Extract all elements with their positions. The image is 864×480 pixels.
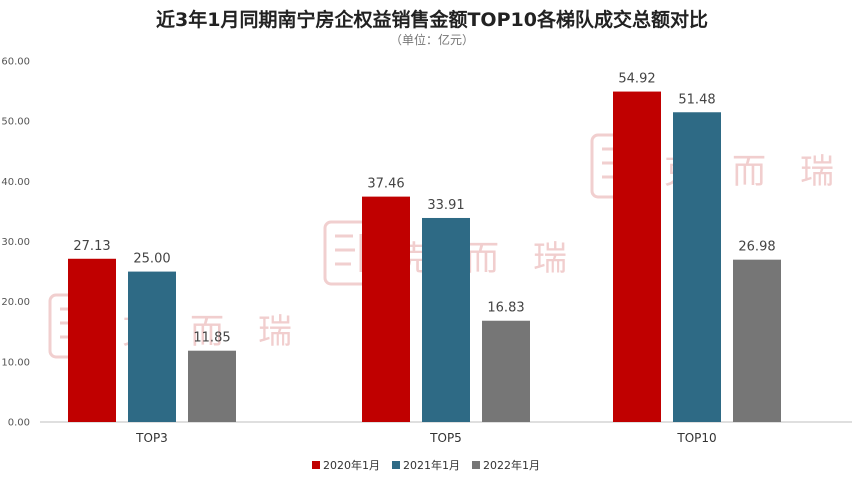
chart-title: 近3年1月同期南宁房企权益销售金额TOP10各梯队成交总额对比 bbox=[156, 8, 708, 31]
data-label: 37.46 bbox=[367, 177, 404, 192]
bar bbox=[482, 320, 530, 422]
category-labels-group: TOP3 TOP5 TOP10 bbox=[135, 431, 716, 445]
data-label: 51.48 bbox=[678, 92, 715, 107]
legend-swatch bbox=[472, 461, 480, 469]
bar bbox=[68, 258, 116, 422]
bar bbox=[422, 217, 470, 422]
chart-subtitle: （单位：亿元） bbox=[390, 32, 474, 47]
y-tick-label: 30.00 bbox=[1, 237, 30, 248]
y-axis: 0.00 10.00 20.00 30.00 40.00 50.00 60.00 bbox=[1, 57, 30, 429]
bars-group bbox=[68, 91, 781, 423]
data-labels-group: 27.13 25.00 11.85 37.46 33.91 16.83 54.92 51.48… bbox=[73, 72, 775, 346]
bar bbox=[362, 196, 410, 422]
legend-item: 2022年1月 bbox=[472, 458, 540, 472]
watermark-seal-strokes bbox=[602, 147, 642, 185]
y-tick-label: 20.00 bbox=[1, 297, 30, 308]
category-label: TOP5 bbox=[429, 431, 462, 445]
watermark-char: 而 bbox=[465, 239, 499, 279]
legend-label: 2020年1月 bbox=[323, 458, 380, 472]
y-tick-label: 0.00 bbox=[8, 418, 30, 429]
legend-label: 2022年1月 bbox=[483, 458, 540, 472]
data-label: 11.85 bbox=[193, 331, 230, 346]
data-label: 16.83 bbox=[487, 301, 524, 316]
legend-item: 2021年1月 bbox=[392, 458, 460, 472]
data-label: 25.00 bbox=[133, 252, 170, 267]
data-label: 27.13 bbox=[73, 239, 110, 254]
y-tick-label: 10.00 bbox=[1, 357, 30, 368]
legend-swatch bbox=[312, 461, 320, 469]
watermark-char: 而 bbox=[732, 152, 766, 192]
bar bbox=[188, 350, 236, 422]
bar bbox=[673, 112, 721, 423]
watermark-char: 瑞 bbox=[800, 152, 834, 192]
data-label: 54.92 bbox=[618, 72, 655, 87]
data-label: 33.91 bbox=[427, 198, 464, 213]
legend-label: 2021年1月 bbox=[403, 458, 460, 472]
y-tick-label: 50.00 bbox=[1, 117, 30, 128]
watermark-seal-strokes bbox=[335, 234, 375, 272]
bar bbox=[733, 259, 781, 422]
legend: 2020年1月 2021年1月 2022年1月 bbox=[312, 458, 540, 472]
bar bbox=[613, 91, 661, 422]
y-tick-label: 60.00 bbox=[1, 57, 30, 68]
category-label: TOP10 bbox=[676, 431, 716, 445]
watermark-char: 瑞 bbox=[258, 312, 292, 352]
watermark-char: 而 bbox=[190, 312, 224, 352]
category-label: TOP3 bbox=[135, 431, 168, 445]
data-label: 26.98 bbox=[738, 240, 775, 255]
watermark-char: 瑞 bbox=[533, 239, 567, 279]
legend-swatch bbox=[392, 461, 400, 469]
y-tick-label: 40.00 bbox=[1, 177, 30, 188]
bar bbox=[128, 271, 176, 422]
legend-item: 2020年1月 bbox=[312, 458, 380, 472]
